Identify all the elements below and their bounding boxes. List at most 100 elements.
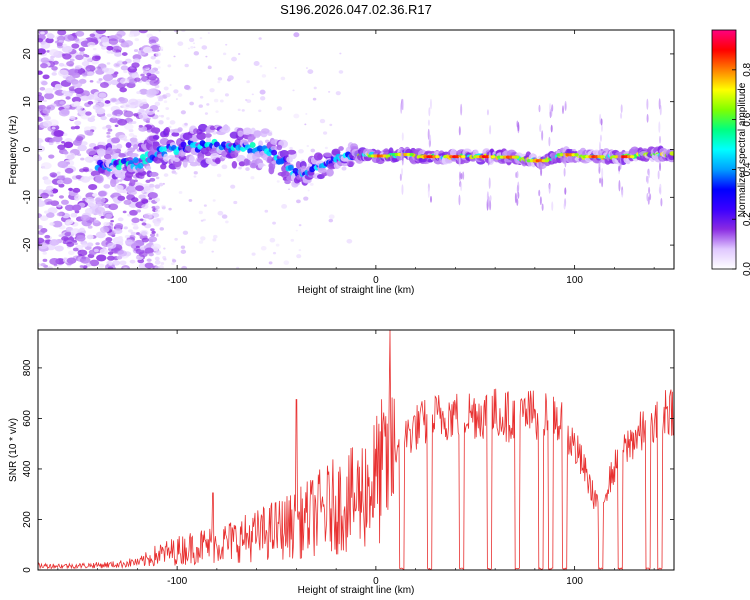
spectrogram-y-tick-label: 10	[22, 96, 33, 108]
heatmap-cell	[110, 79, 119, 86]
heatmap-cell	[488, 151, 491, 163]
heatmap-cell	[458, 171, 461, 182]
heatmap-cell	[138, 124, 143, 128]
heatmap-cell	[295, 161, 301, 169]
heatmap-cell	[148, 238, 154, 243]
heatmap-cell	[72, 72, 81, 79]
spectrogram-x-tick-label: 0	[373, 275, 379, 286]
heatmap-cell	[108, 38, 119, 45]
heatmap-cell	[149, 79, 160, 86]
heatmap-cell	[43, 179, 53, 185]
heatmap-cell	[38, 70, 43, 75]
heatmap-cell	[129, 209, 138, 216]
colorbar-tick-label: 0.2	[742, 212, 750, 226]
heatmap-cell	[156, 234, 159, 237]
heatmap-cell	[79, 256, 91, 264]
heatmap-cell	[213, 234, 218, 239]
heatmap-cell	[187, 47, 191, 50]
heatmap-cell	[154, 59, 161, 65]
snr-y-tick-label: 800	[22, 359, 33, 376]
heatmap-cell	[158, 115, 161, 117]
heatmap-cell	[276, 106, 283, 111]
heatmap-cell	[600, 124, 603, 132]
snr-x-axis-title: Height of straight line (km)	[298, 585, 415, 596]
heatmap-cell	[107, 128, 113, 132]
heatmap-cell	[116, 143, 123, 150]
heatmap-cell	[246, 99, 252, 104]
heatmap-cell	[260, 96, 266, 101]
heatmap-cell	[88, 202, 96, 208]
heatmap-cell	[177, 41, 184, 46]
heatmap-cell	[251, 252, 256, 256]
spectrogram-y-ticks: -20 -10 0 10 20	[22, 48, 674, 252]
heatmap-cell	[181, 265, 188, 269]
heatmap-cell	[222, 52, 227, 56]
heatmap-cell	[338, 146, 344, 151]
heatmap-cell	[159, 146, 166, 153]
heatmap-cell	[65, 76, 76, 83]
heatmap-cell	[338, 70, 344, 74]
spectrogram-y-tick-label: 20	[22, 48, 33, 60]
heatmap-cell	[193, 46, 196, 49]
heatmap-cell	[189, 137, 199, 142]
heatmap-cell	[44, 87, 54, 94]
heatmap-cell	[461, 155, 466, 159]
heatmap-cell	[458, 156, 461, 167]
heatmap-cell	[168, 207, 172, 211]
heatmap-cell	[89, 33, 96, 38]
heatmap-cell	[328, 90, 331, 93]
heatmap-cell	[201, 45, 208, 50]
heatmap-cell	[78, 47, 86, 52]
heatmap-cell	[81, 72, 88, 77]
heatmap-cell	[230, 184, 236, 189]
heatmap-cell	[305, 67, 308, 69]
heatmap-cell	[649, 193, 652, 201]
heatmap-cell	[63, 34, 74, 42]
heatmap-cell	[51, 66, 58, 71]
heatmap-cell	[152, 134, 160, 140]
heatmap-cell	[132, 54, 142, 61]
heatmap-cell	[253, 60, 260, 66]
heatmap-cell	[158, 97, 164, 102]
heatmap-cell	[128, 152, 139, 158]
heatmap-cell	[160, 163, 167, 170]
heatmap-cell	[61, 199, 69, 205]
heatmap-cell	[74, 210, 80, 214]
heatmap-cell	[272, 251, 277, 255]
heatmap-cell	[163, 153, 169, 163]
heatmap-cell	[139, 88, 149, 95]
heatmap-cell	[54, 83, 62, 89]
heatmap-cell	[117, 250, 128, 257]
heatmap-cell	[275, 243, 280, 247]
heatmap-cell	[217, 77, 223, 81]
heatmap-cell	[44, 234, 51, 239]
colorbar-tick-label: 0.6	[742, 112, 750, 126]
heatmap-cell	[72, 187, 81, 193]
heatmap-cell	[276, 144, 283, 151]
heatmap-cell	[121, 102, 132, 109]
heatmap-cell	[460, 172, 463, 180]
heatmap-cell	[117, 217, 124, 222]
heatmap-cell	[86, 148, 97, 156]
heatmap-cell	[177, 127, 183, 132]
heatmap-cell	[58, 69, 69, 77]
heatmap-cell	[620, 104, 623, 114]
heatmap-cell	[131, 121, 137, 125]
heatmap-cell	[93, 248, 99, 253]
heatmap-cell	[86, 208, 93, 213]
heatmap-cell	[149, 171, 159, 177]
heatmap-cell	[39, 215, 49, 221]
heatmap-cell	[233, 200, 238, 205]
heatmap-cell	[145, 179, 151, 184]
heatmap-cell	[317, 167, 327, 174]
heatmap-cell	[168, 125, 172, 129]
heatmap-cell	[198, 123, 208, 133]
heatmap-cell	[49, 222, 55, 226]
heatmap-cell	[86, 68, 91, 71]
heatmap-cell	[198, 104, 203, 108]
heatmap-cell	[157, 43, 160, 46]
heatmap-cell	[79, 265, 84, 268]
heatmap-cell	[182, 159, 188, 168]
heatmap-cell	[149, 108, 154, 112]
heatmap-cell	[217, 80, 221, 84]
